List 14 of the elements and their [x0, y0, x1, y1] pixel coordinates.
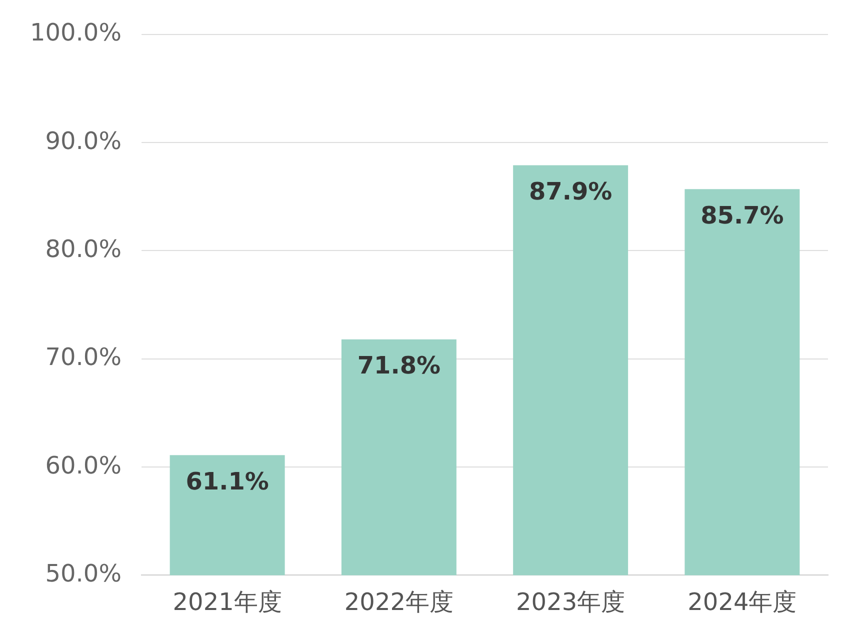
y-tick-label: 90.0%	[45, 126, 122, 155]
x-tick-label: 2022年度	[344, 588, 454, 616]
y-tick-label: 80.0%	[45, 234, 122, 263]
data-label: 87.9%	[528, 178, 612, 206]
y-tick-label: 70.0%	[45, 343, 122, 372]
x-tick-label: 2024年度	[688, 588, 797, 616]
data-label: 71.8%	[357, 352, 441, 380]
data-label: 85.7%	[700, 201, 784, 230]
y-tick-label: 50.0%	[45, 559, 122, 588]
x-tick-label: 2023年度	[516, 588, 626, 616]
y-tick-label: 100.0%	[30, 18, 122, 47]
data-label: 61.1%	[186, 467, 269, 496]
y-tick-label: 60.0%	[45, 451, 122, 480]
x-tick-label: 2021年度	[172, 588, 282, 616]
